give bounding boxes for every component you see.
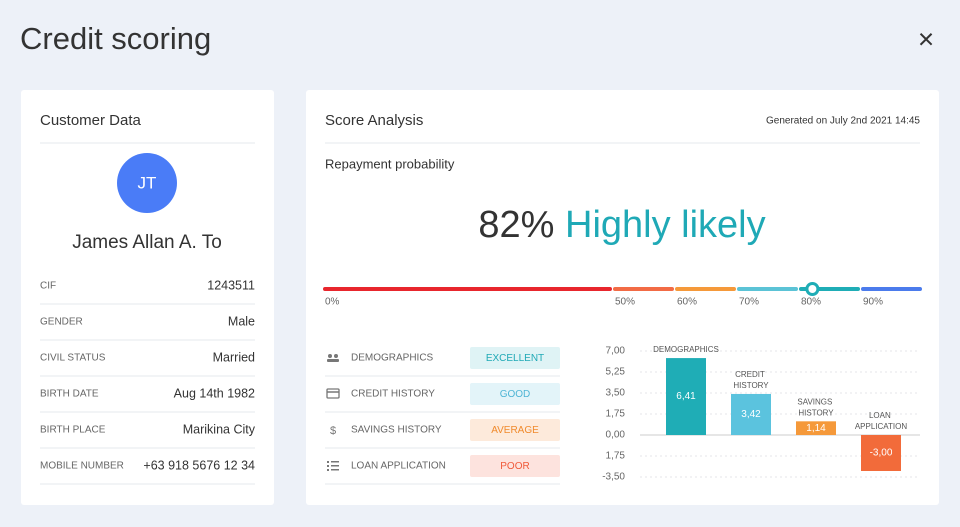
field-value: Aug 14th 1982 (174, 386, 255, 400)
y-tick-label: 1,75 (606, 451, 626, 462)
y-tick-label: 1,75 (606, 409, 626, 420)
probability-marker (805, 282, 820, 296)
factor-name: DEMOGRAPHICS (351, 353, 434, 364)
analysis-card (306, 90, 939, 505)
rating-label: AVERAGE (491, 425, 539, 436)
rating-label: EXCELLENT (486, 353, 544, 364)
field-label: BIRTH DATE (40, 389, 99, 400)
card-title: Score Analysis (325, 112, 423, 129)
y-tick-label: 0,00 (606, 430, 626, 441)
rating-badge (470, 419, 560, 441)
field-value: Married (213, 350, 255, 364)
probability: 82% (478, 204, 554, 246)
scale-label: 80% (801, 297, 821, 308)
rating-badge (470, 383, 560, 405)
bar (731, 393, 771, 435)
bar-value-label: -3,00 (870, 448, 893, 459)
y-tick-label: 3,50 (606, 388, 626, 399)
y-tick-label: -3,50 (602, 472, 625, 483)
factor-name: LOAN APPLICATION (351, 461, 446, 472)
x-category-label: DEMOGRAPHICS (653, 345, 719, 354)
bar-value-label: 6,41 (676, 391, 696, 402)
y-tick-label: 5,25 (606, 367, 626, 378)
field-label: MOBILE NUMBER (40, 461, 124, 472)
close-button[interactable]: × (918, 23, 934, 54)
field-label: CIVIL STATUS (40, 353, 106, 364)
y-tick-label: 7,00 (606, 346, 626, 357)
field-value: Male (228, 314, 255, 328)
bar (796, 421, 836, 435)
bar-value-label: 1,14 (806, 423, 826, 434)
field-label: GENDER (40, 317, 83, 328)
rating-badge (470, 347, 560, 369)
page-title: Credit scoring (20, 21, 211, 56)
scale-label: 90% (863, 297, 883, 308)
rating-label: POOR (500, 461, 529, 472)
factor-name: SAVINGS HISTORY (351, 425, 442, 436)
headline: 82% Highly likely (478, 204, 765, 246)
factor-name: CREDIT HISTORY (351, 389, 435, 400)
factor-icons: $ (326, 354, 340, 471)
scale-label: 50% (615, 297, 635, 308)
field-value: Marikina City (183, 422, 256, 436)
field-label: BIRTH PLACE (40, 425, 106, 436)
bar-value-label: 3,42 (741, 409, 761, 420)
rating: Highly likely (565, 204, 766, 246)
svg-text:$: $ (330, 425, 336, 437)
bar (666, 358, 706, 435)
x-category-label: SAVINGS HISTORY (797, 397, 834, 417)
rating-badge (470, 455, 560, 477)
customer-card (21, 90, 274, 505)
avatar-initials: JT (138, 173, 157, 192)
field-value: +63 918 5676 12 34 (143, 458, 255, 472)
x-category-label: CREDIT HISTORY (733, 370, 769, 390)
avatar (117, 153, 177, 213)
scale-label: 0% (325, 297, 340, 308)
x-category-label: LOAN APPLICATION (855, 411, 908, 431)
field-label: CIF (40, 281, 56, 292)
subtitle: Repayment probability (325, 156, 455, 171)
bar (861, 435, 901, 471)
card-title: Customer Data (40, 112, 142, 129)
customer-name: James Allan A. To (72, 232, 222, 253)
scale-label: 60% (677, 297, 697, 308)
rating-label: GOOD (500, 389, 531, 400)
field-value: 1243511 (207, 278, 255, 292)
generated-date: Generated on July 2nd 2021 14:45 (766, 116, 920, 127)
scale-label: 70% (739, 297, 759, 308)
